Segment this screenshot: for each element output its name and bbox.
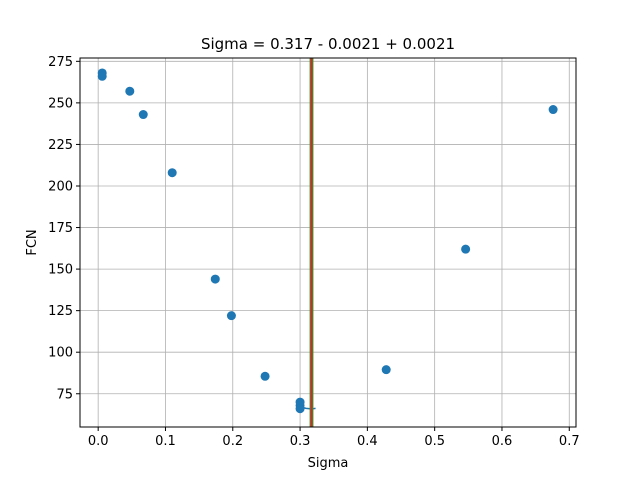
data-point bbox=[548, 105, 558, 115]
data-point bbox=[125, 86, 135, 96]
x-tick-label: 0.7 bbox=[559, 434, 580, 449]
x-axis-title: Sigma bbox=[308, 456, 349, 471]
chart-title: Sigma = 0.317 - 0.0021 + 0.0021 bbox=[201, 35, 455, 53]
data-point bbox=[210, 274, 220, 284]
data-point bbox=[97, 71, 107, 81]
x-tick-label: 0.6 bbox=[492, 434, 513, 449]
data-point bbox=[295, 404, 305, 414]
data-points bbox=[97, 68, 558, 414]
data-point bbox=[381, 365, 391, 375]
x-tick-label: 0.0 bbox=[88, 434, 109, 449]
sigma-lines bbox=[309, 58, 314, 427]
axis-ticks: 0.0 0.1 0.2 0.3 0.4 0.5 0.6 0.7 75 100 125 150 175 20… bbox=[48, 55, 579, 449]
y-axis-title: FCN bbox=[25, 229, 40, 255]
y-tick-label: 250 bbox=[48, 96, 73, 111]
data-point bbox=[138, 110, 148, 120]
data-point bbox=[260, 371, 270, 381]
data-point bbox=[167, 168, 177, 178]
y-tick-label: 100 bbox=[48, 346, 73, 361]
y-tick-label: 175 bbox=[48, 221, 73, 236]
x-tick-label: 0.4 bbox=[357, 434, 378, 449]
grid-lines bbox=[80, 58, 576, 427]
x-tick-label: 0.5 bbox=[424, 434, 445, 449]
y-tick-label: 275 bbox=[48, 55, 73, 70]
axes-frame bbox=[79, 57, 577, 428]
x-tick-label: 0.3 bbox=[290, 434, 311, 449]
x-tick-label: 0.1 bbox=[155, 434, 176, 449]
y-tick-label: 150 bbox=[48, 263, 73, 278]
y-tick-label: 225 bbox=[48, 138, 73, 153]
y-tick-label: 125 bbox=[48, 304, 73, 319]
data-point bbox=[461, 244, 471, 254]
y-tick-label: 75 bbox=[56, 387, 73, 402]
x-tick-label: 0.2 bbox=[222, 434, 243, 449]
y-tick-label: 200 bbox=[48, 179, 73, 194]
data-point bbox=[226, 311, 236, 321]
